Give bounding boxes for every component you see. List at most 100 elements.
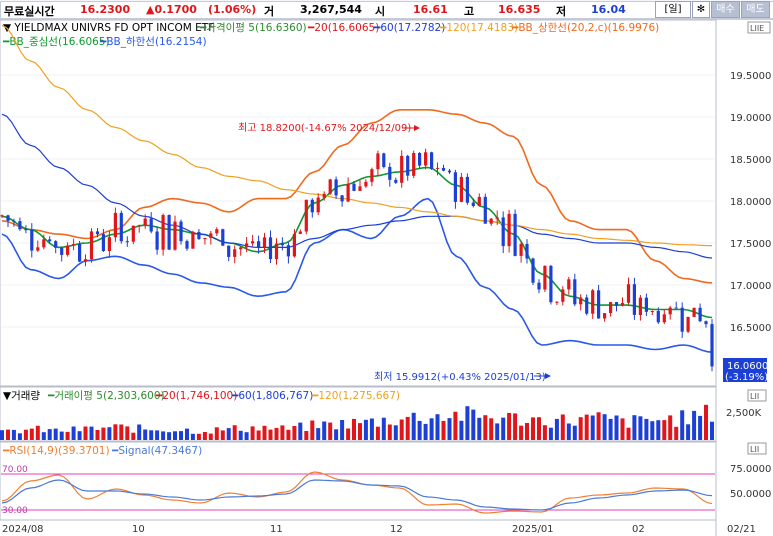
rsi-level-label: 30.00 [2, 506, 28, 516]
open-value: 16.61 [413, 3, 448, 16]
candle-body [632, 284, 636, 315]
volume-bar [220, 430, 225, 440]
legend-rsi: ━RSI(14,9)(39.3701) [2, 445, 110, 457]
buy-button[interactable]: 매수 [711, 1, 740, 18]
volume-bar [23, 429, 28, 440]
volume-bar [173, 431, 177, 440]
candle-body [370, 169, 374, 182]
pane-tag-box[interactable] [747, 389, 767, 402]
last-date-label: 02/21 [727, 524, 756, 535]
volume-bar [250, 426, 255, 440]
candle-body [483, 196, 487, 224]
candle-body [626, 284, 631, 303]
candle-body [579, 297, 583, 305]
candle-body [555, 301, 559, 303]
candle-body [704, 321, 708, 325]
volume-bar [190, 433, 195, 440]
volume-bar [161, 431, 166, 440]
candle-body [0, 215, 4, 217]
tick-label: 16.5000 [730, 323, 771, 334]
volume-bar [692, 410, 697, 440]
candle-body [322, 193, 326, 198]
volume-bar [381, 417, 386, 440]
realtime-mode-label: 무료실시간 [4, 5, 55, 18]
volume-bar [596, 412, 601, 440]
candle-body [137, 225, 141, 227]
candle-body [346, 183, 350, 202]
tick-label: 19.5000 [730, 71, 771, 82]
volume-bar [405, 416, 410, 440]
volume-bar [363, 419, 368, 440]
candle-body [334, 179, 338, 196]
candle-body [471, 202, 475, 206]
candle-body [710, 324, 714, 367]
volume-bar [137, 424, 142, 440]
volume-bar [155, 430, 160, 440]
volume-bar [179, 431, 183, 440]
legend-ma5: ━가격이평 5(16.6360) [199, 21, 307, 34]
tick-label: 18.5000 [730, 155, 771, 166]
tick-label: 17.0000 [730, 281, 771, 292]
candle-body [400, 155, 404, 183]
pane-tag-box[interactable] [747, 21, 771, 34]
quote-bar: 무료실시간 16.2300 ▲0.1700 (1.06%) 거 3,267,54… [0, 0, 773, 20]
candle-body [227, 245, 231, 257]
low-annotation: 최저 15.9912(+0.43% 2025/01/13) [374, 371, 546, 383]
high-label: 고 [464, 5, 475, 18]
legend-bb-mid: ━BB_중심선(16.6065) [2, 36, 110, 48]
pane-tags: LIIE LII LII [747, 21, 771, 455]
candle-body [107, 237, 111, 251]
candle-body [435, 167, 440, 169]
candle-body [364, 181, 368, 187]
volume-bar [542, 425, 547, 440]
volume-bar [674, 426, 679, 440]
volume-bar [566, 423, 571, 440]
sell-button[interactable]: 매도 [741, 1, 770, 18]
candle-body [89, 231, 94, 260]
volume-bar [632, 415, 637, 440]
volume-bar [501, 417, 506, 440]
period-button[interactable]: [일] [655, 1, 691, 18]
volume-bar [352, 418, 356, 440]
legend-vol-ma120: ━120(1,275,667) [311, 390, 400, 402]
candle-body [149, 218, 153, 232]
legend-ma120: ━120(17.4183) [439, 22, 518, 34]
candle-body [591, 290, 595, 314]
tick-label: 17.5000 [730, 239, 771, 250]
volume-bar [399, 419, 404, 440]
candle-body [513, 213, 517, 256]
volume-bar [149, 430, 154, 440]
pane-tag: LII [750, 445, 759, 454]
gear-icon[interactable]: ✻ [692, 1, 710, 18]
volume-bar [59, 431, 64, 440]
volume-bar [238, 430, 243, 440]
series-line [1, 113, 713, 259]
candle-body [197, 231, 201, 240]
candle-body [12, 220, 16, 222]
candle-body [638, 297, 642, 315]
candle-body [179, 221, 183, 242]
volume-bar [53, 428, 58, 440]
volume-bar [572, 425, 577, 440]
volume-bar [495, 423, 500, 440]
volume-bar [548, 427, 553, 440]
volume-bar [429, 418, 434, 440]
volume-bar [256, 430, 261, 440]
candle-body [54, 241, 58, 248]
volume-bar [662, 420, 667, 440]
candle-body [30, 229, 34, 251]
volume-bar [298, 422, 303, 440]
volume-bar [292, 426, 297, 440]
volume-bar [167, 432, 172, 440]
candle-body [525, 244, 529, 259]
candle-body [394, 179, 398, 183]
candle-body [424, 152, 428, 166]
pane-tag-box[interactable] [747, 442, 767, 455]
tick-label: 18.0000 [730, 197, 771, 208]
volume-bar [656, 420, 661, 440]
candle-body [119, 212, 123, 242]
candle-body [662, 314, 666, 323]
candle-body [465, 176, 469, 203]
candle-body [489, 218, 493, 224]
